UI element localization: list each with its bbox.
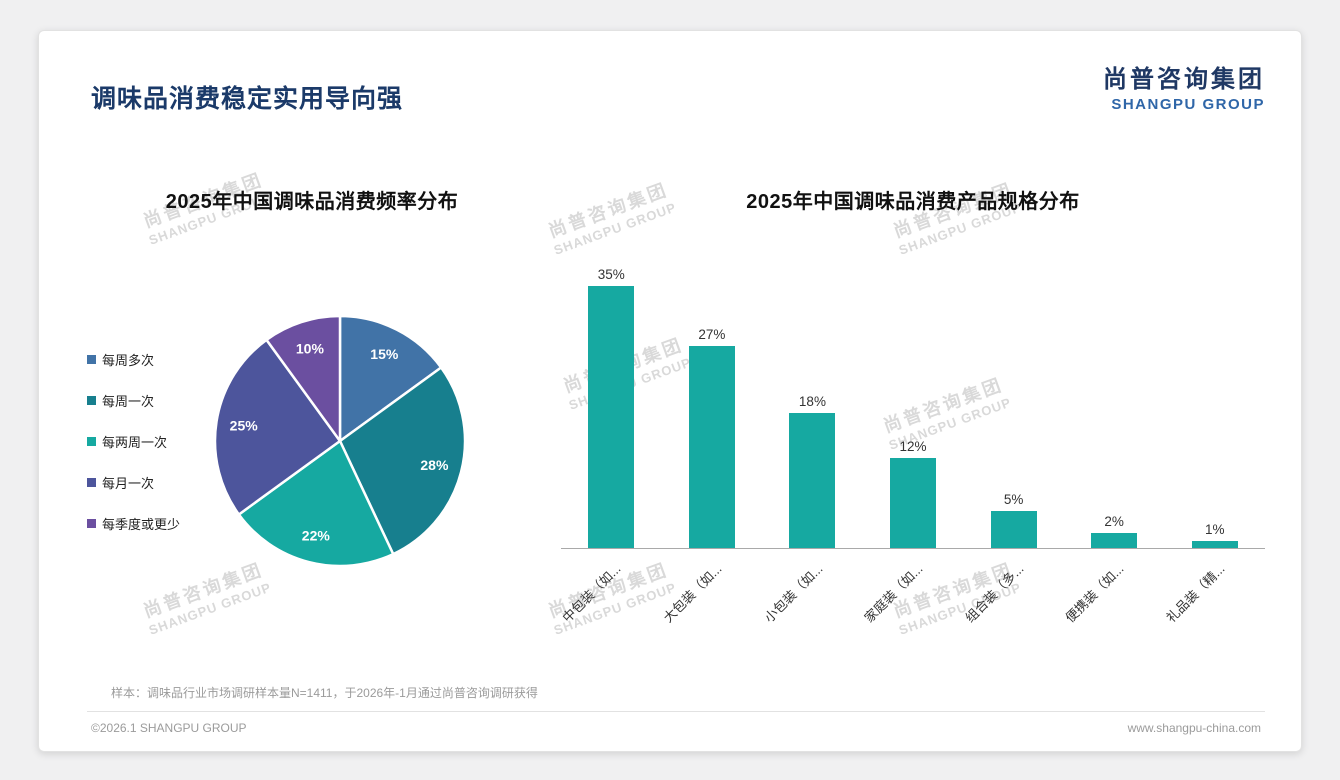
bar-chart: 35% 27% 18% 12% 5% 2% 1% 中包装（如... 大包装（如... 小包装（如… <box>559 249 1265 649</box>
legend-item-4: 每季度或更少 <box>87 514 205 533</box>
bar-column-6: 1% <box>1164 521 1265 548</box>
bar-value-label: 27% <box>698 326 726 342</box>
pie-svg: 15% 28% 22% 25% 10% <box>213 314 467 568</box>
website-text: www.shangpu-china.com <box>1127 721 1261 735</box>
bar-column-5: 2% <box>1064 514 1165 548</box>
legend-swatch <box>87 395 96 405</box>
pie-slice-1 <box>338 365 467 556</box>
pie-slice-0 <box>338 314 443 444</box>
bar-value-label: 5% <box>1003 491 1024 507</box>
header: 调味品消费稳定实用导向强 尚普咨询集团 SHANGPU GROUP <box>87 57 1265 115</box>
bar <box>1191 540 1238 548</box>
legend-item-2: 每两周一次 <box>87 432 205 451</box>
charts-row: 2025年中国调味品消费频率分布 每周多次每周一次每两周一次每月一次每季度或更少… <box>87 185 1265 684</box>
x-category-label: 礼品装（精... <box>1163 561 1228 626</box>
pie-legend: 每周多次每周一次每两周一次每月一次每季度或更少 <box>87 350 205 533</box>
page-title: 调味品消费稳定实用导向强 <box>91 85 404 113</box>
pie-chart-section: 2025年中国调味品消费频率分布 每周多次每周一次每两周一次每月一次每季度或更少… <box>87 185 537 684</box>
copyright-text: ©2026.1 SHANGPU GROUP <box>91 721 247 735</box>
pie-slice-value-label: 15% <box>370 346 399 362</box>
pie-slice-4 <box>264 314 342 445</box>
pie-slice-3 <box>213 338 342 517</box>
x-category-label: 小包装（如... <box>760 561 826 626</box>
pie-row: 每周多次每周一次每两周一次每月一次每季度或更少 15% 28% 22% 25% 10% <box>87 306 537 576</box>
bar <box>789 413 836 548</box>
legend-label: 每周一次 <box>102 393 155 409</box>
logo-english-text: SHANGPU GROUP <box>1111 96 1265 113</box>
bar-column-3: 12% <box>863 439 964 548</box>
pie-chart-title: 2025年中国调味品消费频率分布 <box>165 191 459 213</box>
pie-slice-value-label: 10% <box>296 340 325 356</box>
bar <box>688 345 735 548</box>
bar-plot: 35% 27% 18% 12% 5% 2% 1% <box>561 249 1265 549</box>
bar-chart-title: 2025年中国调味品消费产品规格分布 <box>746 191 1080 213</box>
bar-chart-section: 2025年中国调味品消费产品规格分布 35% 27% 18% 12% 5% 2% 1% 中包… <box>537 185 1265 684</box>
x-category-label: 中包装（如... <box>559 561 625 626</box>
bar-xaxis: 中包装（如... 大包装（如... 小包装（如... 家庭装（如... 组合装（多...… <box>559 549 1265 649</box>
bar-value-label: 1% <box>1205 521 1225 537</box>
bar-column-4: 5% <box>963 491 1064 548</box>
sample-footnote: 样本：调味品行业市场调研样本量N=1411，于2026年-1月通过尚普咨询调研获… <box>111 686 538 700</box>
x-category-0: 中包装（如... <box>559 549 662 649</box>
legend-item-1: 每周一次 <box>87 391 205 410</box>
legend-swatch <box>87 518 96 528</box>
bar-column-0: 35% <box>561 266 662 548</box>
x-category-label: 家庭装（如... <box>861 561 926 626</box>
slide: 调味品消费稳定实用导向强 尚普咨询集团 SHANGPU GROUP 2025年中… <box>38 30 1302 752</box>
pie-slice-value-label: 28% <box>420 457 449 473</box>
x-category-label: 大包装（如... <box>660 561 725 626</box>
legend-label: 每两周一次 <box>102 434 168 450</box>
bar-column-2: 18% <box>762 394 863 548</box>
x-category-6: 礼品装（精... <box>1163 549 1265 649</box>
bar <box>890 458 937 548</box>
bar-value-label: 12% <box>899 439 927 454</box>
bar <box>588 285 635 548</box>
bar-value-label: 35% <box>597 266 625 282</box>
x-category-label: 组合装（多... <box>962 561 1027 626</box>
pie-slice-value-label: 22% <box>302 527 331 543</box>
x-category-4: 组合装（多... <box>962 549 1064 649</box>
legend-label: 每周多次 <box>102 352 155 368</box>
x-category-label: 便携装（如... <box>1062 561 1127 626</box>
logo-chinese-text: 尚普咨询集团 <box>1103 66 1265 93</box>
x-category-2: 小包装（如... <box>760 549 863 649</box>
legend-swatch <box>87 354 96 364</box>
bar-column-1: 27% <box>662 326 763 548</box>
bar-value-label: 18% <box>798 394 826 409</box>
x-category-3: 家庭装（如... <box>862 549 964 649</box>
x-category-1: 大包装（如... <box>660 549 763 649</box>
legend-swatch <box>87 436 96 446</box>
pie-slice-2 <box>237 439 395 568</box>
shangpu-logo: 尚普咨询集团 SHANGPU GROUP <box>1103 59 1265 113</box>
legend-label: 每季度或更少 <box>102 516 181 532</box>
bar-value-label: 2% <box>1104 514 1124 529</box>
pie-wrap: 15% 28% 22% 25% 10% <box>205 306 475 576</box>
bar <box>1091 533 1138 548</box>
legend-swatch <box>87 477 96 487</box>
legend-item-3: 每月一次 <box>87 473 205 492</box>
bar <box>990 510 1037 548</box>
legend-item-0: 每周多次 <box>87 350 205 369</box>
footer-bar: ©2026.1 SHANGPU GROUP www.shangpu-china.… <box>87 711 1265 739</box>
pie-slice-value-label: 25% <box>230 418 259 434</box>
x-category-5: 便携装（如... <box>1062 549 1165 649</box>
legend-label: 每月一次 <box>102 475 155 491</box>
